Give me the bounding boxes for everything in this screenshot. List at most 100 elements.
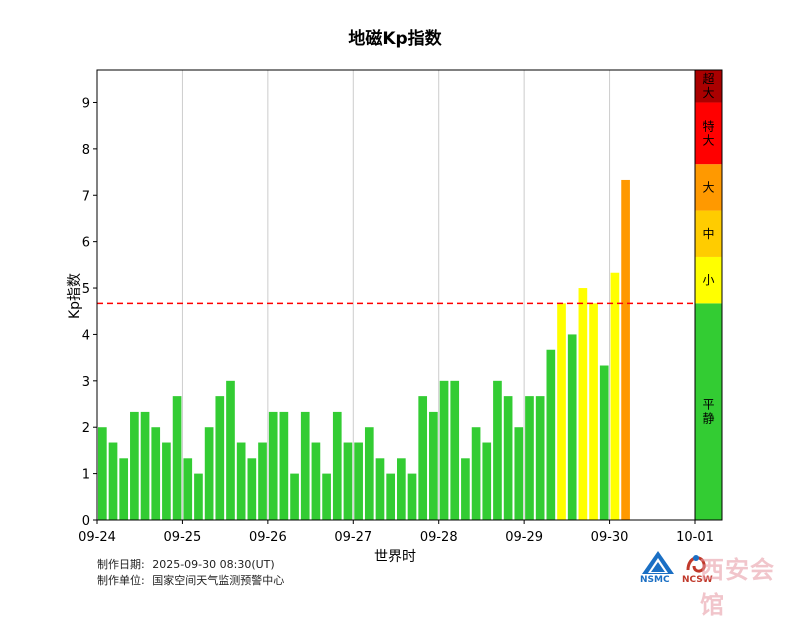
kp-bar — [461, 458, 470, 520]
level-label: 小 — [702, 273, 714, 287]
y-tick-label: 0 — [82, 514, 90, 529]
x-tick-label: 09-27 — [334, 530, 372, 545]
y-tick-label: 3 — [82, 375, 90, 390]
kp-bar — [183, 458, 193, 520]
kp-bar — [322, 473, 331, 520]
kp-bar — [343, 442, 353, 520]
kp-bar — [535, 396, 545, 520]
logo-area: NSMC NCSW 西安会馆 — [640, 548, 780, 619]
kp-bar — [375, 458, 385, 520]
bars — [98, 179, 630, 520]
kp-bar — [119, 458, 129, 520]
kp-bar — [98, 427, 107, 520]
y-tick-label: 7 — [82, 189, 90, 204]
kp-bar — [546, 349, 556, 520]
kp-bar — [364, 427, 374, 520]
level-label: 大 — [702, 180, 714, 194]
grid-lines — [181, 70, 611, 520]
kp-bar — [162, 442, 171, 520]
ncsw-logo-text: NCSW — [682, 575, 713, 585]
kp-bar — [151, 427, 161, 520]
kp-bar — [215, 396, 225, 520]
kp-bar — [557, 303, 566, 520]
kp-bar — [386, 473, 395, 520]
x-tick-label: 09-29 — [505, 530, 543, 545]
kp-bar — [236, 442, 246, 520]
kp-bar — [514, 427, 524, 520]
x-axis: 09-24 09-25 09-26 09-27 09-28 09-29 09-30 10-01 — [78, 520, 714, 545]
kp-bar — [397, 458, 406, 520]
level-label: 超大 — [702, 71, 714, 100]
ncsw-logo-icon — [686, 555, 706, 573]
kp-bar — [204, 427, 214, 520]
level-band — [695, 70, 722, 103]
watermark: 西安会馆 — [700, 556, 775, 619]
y-axis: 0 1 2 3 4 5 6 7 8 9 — [82, 96, 97, 529]
level-label: 平静 — [702, 398, 714, 426]
footer-unit-label: 制作单位: — [97, 574, 145, 587]
kp-bar — [578, 288, 588, 520]
kp-bar — [418, 396, 428, 520]
kp-bar — [503, 396, 513, 520]
kp-bar — [589, 303, 598, 520]
kp-bar — [194, 473, 203, 520]
nsmc-logo-icon — [642, 551, 674, 574]
x-tick-label: 09-28 — [420, 530, 458, 545]
y-tick-label: 2 — [82, 421, 90, 436]
y-tick-label: 6 — [82, 236, 90, 251]
y-tick-label: 8 — [82, 143, 90, 158]
kp-bar — [450, 380, 460, 520]
y-tick-label: 5 — [82, 282, 90, 297]
kp-bar — [172, 396, 182, 520]
kp-bar — [130, 411, 139, 520]
x-tick-label: 10-01 — [676, 530, 714, 545]
chart-title: 地磁Kp指数 — [348, 28, 442, 49]
kp-bar — [247, 458, 257, 520]
level-label: 中 — [702, 226, 714, 241]
x-axis-label: 世界时 — [374, 549, 416, 565]
y-axis-label: Kp指数 — [67, 273, 83, 319]
kp-bar — [108, 442, 118, 520]
kp-bar — [525, 396, 534, 520]
kp-bar — [482, 442, 492, 520]
x-tick-label: 09-25 — [164, 530, 202, 545]
x-tick-label: 09-26 — [249, 530, 287, 545]
footer-date: 制作日期: 2025-09-30 08:30(UT) — [97, 556, 279, 572]
kp-bar — [429, 411, 438, 520]
footer-date-label: 制作日期: — [97, 558, 145, 571]
kp-bar — [311, 442, 321, 520]
nsmc-logo-text: NSMC — [640, 575, 670, 585]
kp-bar — [439, 380, 449, 520]
footer-unit: 制作单位: 国家空间天气监测预警中心 — [97, 572, 288, 588]
kp-bar — [300, 411, 310, 520]
kp-bar — [140, 411, 150, 520]
plot-frame — [96, 69, 696, 521]
y-tick-label: 1 — [82, 468, 90, 483]
y-tick-label: 4 — [82, 328, 90, 343]
footer-date-value: 2025-09-30 08:30(UT) — [152, 558, 275, 571]
kp-bar — [268, 411, 278, 520]
kp-bar — [354, 442, 363, 520]
level-band — [695, 164, 722, 211]
kp-bar — [279, 411, 289, 520]
kp-bar — [610, 272, 620, 520]
x-tick-label: 09-24 — [78, 530, 116, 545]
level-band — [695, 256, 722, 304]
kp-bar — [567, 334, 577, 520]
kp-bar — [471, 427, 481, 520]
x-tick-label: 09-30 — [591, 530, 629, 545]
kp-bar — [290, 473, 299, 520]
level-label: 特大 — [702, 118, 714, 147]
level-band — [695, 303, 722, 520]
kp-bar — [258, 442, 267, 520]
kp-bar — [599, 365, 609, 520]
level-band — [695, 210, 722, 257]
y-tick-label: 9 — [82, 96, 90, 111]
footer-unit-value: 国家空间天气监测预警中心 — [152, 574, 285, 587]
kp-bar — [493, 380, 502, 520]
kp-bar — [226, 380, 235, 520]
kp-bar — [332, 411, 342, 520]
level-band — [695, 102, 722, 165]
